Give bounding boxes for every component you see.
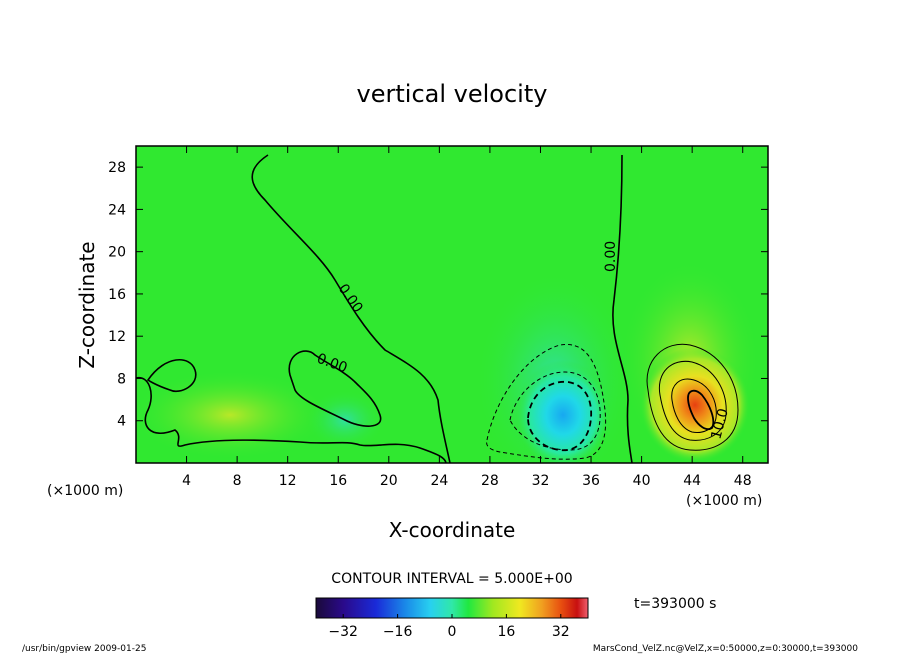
x-tick-label: 12 — [279, 473, 297, 489]
y-unit-label: (×1000 m) — [47, 483, 123, 499]
downdraft-core — [515, 360, 611, 463]
colorbar-tick-label: 16 — [497, 624, 515, 640]
contour-downdraft-dashed-outer — [486, 343, 607, 460]
contour-updraft-3 — [671, 378, 717, 433]
contour-downdraft-dashed-inner — [527, 381, 592, 452]
contour-updraft-4 — [687, 389, 715, 431]
x-tick-label: 28 — [481, 473, 499, 489]
y-axis-ticks: 4 8 12 16 20 24 28 — [108, 160, 768, 430]
colorbar-tick-label: −32 — [328, 624, 358, 640]
contour-downdraft-dashed-mid — [509, 371, 601, 451]
zero-contour-blob-left — [146, 358, 197, 392]
contour-interval: CONTOUR INTERVAL = 5.000E+00 — [331, 571, 572, 587]
time-label: t=393000 s — [634, 596, 716, 612]
x-tick-label: 4 — [182, 473, 191, 489]
plot-frame — [135, 145, 769, 464]
zero-contour-lower-left — [136, 377, 447, 463]
y-tick-label: 16 — [108, 287, 126, 303]
weak-updraft-left — [136, 370, 330, 460]
y-tick-label: 4 — [117, 414, 126, 430]
x-tick-label: 16 — [329, 473, 347, 489]
y-tick-label: 20 — [108, 245, 126, 261]
footer-right: MarsCond_VelZ.nc@VelZ,x=0:50000,z=0:3000… — [593, 644, 858, 654]
colorbar-tick-label: 0 — [448, 624, 457, 640]
plot-area: 0.00 0.00 0.00 10.0 — [136, 146, 768, 463]
zero-contour-hump — [288, 350, 382, 427]
x-unit-label: (×1000 m) — [686, 493, 762, 509]
contour-label-updraft: 10.0 — [708, 407, 732, 441]
x-tick-label: 48 — [734, 473, 752, 489]
colorbar-tick-label: 32 — [552, 624, 570, 640]
y-tick-label: 12 — [108, 329, 126, 345]
updraft-core — [640, 347, 750, 463]
colorbar: −32 −16 0 16 32 — [315, 597, 589, 640]
colorbar-ticks: −32 −16 0 16 32 — [328, 614, 570, 640]
x-tick-label: 44 — [683, 473, 701, 489]
x-axis-label: X-coordinate — [389, 518, 516, 542]
contour-updraft-1 — [646, 343, 739, 451]
x-axis-ticks: 4 8 12 16 20 24 28 32 36 40 44 48 — [182, 146, 752, 489]
x-tick-label: 32 — [532, 473, 550, 489]
x-tick-label: 24 — [430, 473, 448, 489]
y-tick-label: 8 — [117, 371, 126, 387]
contour-lines — [136, 154, 739, 463]
contour-labels: 0.00 0.00 0.00 10.0 — [315, 241, 732, 441]
x-tick-label: 20 — [380, 473, 398, 489]
footer-left: /usr/bin/gpview 2009-01-25 — [22, 644, 146, 654]
x-tick-label: 8 — [233, 473, 242, 489]
zero-contour-vertical — [612, 154, 633, 463]
chart-title: vertical velocity — [357, 80, 548, 108]
contour-updraft-2 — [658, 360, 727, 441]
y-tick-label: 24 — [108, 202, 126, 218]
contour-label-zero-vertical: 0.00 — [603, 241, 619, 272]
zero-contour-diagonal — [251, 154, 451, 463]
x-tick-label: 40 — [633, 473, 651, 489]
colorbar-tick-label: −16 — [383, 624, 413, 640]
y-axis-label: Z-coordinate — [75, 241, 99, 368]
x-tick-label: 36 — [582, 473, 600, 489]
y-tick-label: 28 — [108, 160, 126, 176]
